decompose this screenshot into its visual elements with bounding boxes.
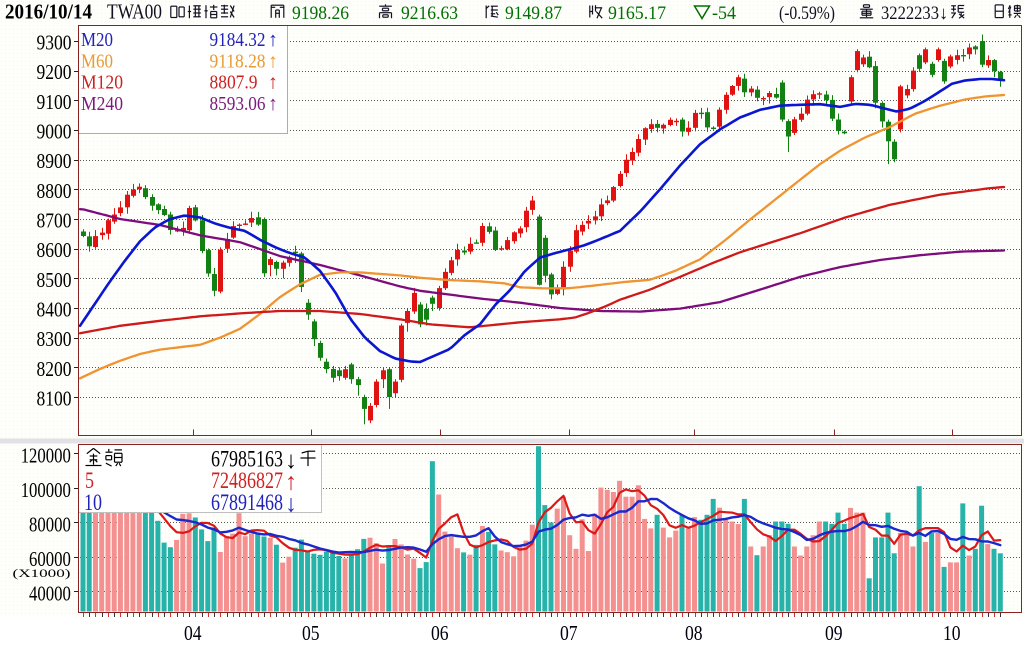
svg-text:↓: ↓ xyxy=(285,492,297,518)
svg-text:9165.17: 9165.17 xyxy=(608,4,666,24)
svg-text:9100: 9100 xyxy=(37,90,72,114)
svg-text:↑: ↑ xyxy=(268,93,278,115)
svg-text:9198.26: 9198.26 xyxy=(292,4,349,24)
svg-text:06: 06 xyxy=(431,621,449,645)
svg-text:72486827: 72486827 xyxy=(211,468,283,493)
svg-text:08: 08 xyxy=(685,621,703,645)
svg-text:9000: 9000 xyxy=(37,120,72,144)
svg-text:8807.9: 8807.9 xyxy=(210,72,258,94)
svg-text:M20: M20 xyxy=(81,29,113,51)
svg-text:05: 05 xyxy=(302,621,320,645)
svg-text:07: 07 xyxy=(560,621,578,645)
svg-text:9216.63: 9216.63 xyxy=(401,4,458,24)
svg-text:10: 10 xyxy=(84,490,102,515)
svg-text:100000: 100000 xyxy=(21,478,71,502)
svg-text:60000: 60000 xyxy=(29,547,71,571)
svg-text:↓: ↓ xyxy=(285,448,297,474)
svg-text:M60: M60 xyxy=(81,50,113,72)
svg-text:9149.87: 9149.87 xyxy=(505,4,562,24)
svg-text:M240: M240 xyxy=(81,93,123,115)
svg-text:2016/10/14: 2016/10/14 xyxy=(5,0,92,24)
svg-text:↓: ↓ xyxy=(939,4,948,24)
svg-text:8800: 8800 xyxy=(37,179,72,203)
svg-text:↑: ↑ xyxy=(268,29,278,51)
svg-text:TWA00: TWA00 xyxy=(107,0,162,24)
svg-text:04: 04 xyxy=(184,621,202,645)
svg-text:8900: 8900 xyxy=(37,149,72,173)
svg-text:8500: 8500 xyxy=(37,268,72,292)
svg-text:↑: ↑ xyxy=(268,50,278,72)
svg-text:↑: ↑ xyxy=(285,470,297,496)
svg-text:09: 09 xyxy=(825,621,843,645)
svg-text:8593.06: 8593.06 xyxy=(210,93,266,115)
svg-text:120000: 120000 xyxy=(21,443,71,467)
svg-text:8200: 8200 xyxy=(37,357,72,381)
svg-text:9200: 9200 xyxy=(37,60,72,84)
svg-text:8400: 8400 xyxy=(37,298,72,322)
svg-text:(X1000): (X1000) xyxy=(13,568,71,580)
svg-text:3222233: 3222233 xyxy=(881,4,939,24)
svg-text:8600: 8600 xyxy=(37,238,72,262)
svg-text:-54: -54 xyxy=(712,4,736,24)
svg-text:9300: 9300 xyxy=(37,31,72,55)
svg-text:8100: 8100 xyxy=(37,387,72,411)
svg-text:5: 5 xyxy=(85,468,94,493)
svg-text:80000: 80000 xyxy=(29,512,71,536)
svg-text:67891468: 67891468 xyxy=(211,490,283,515)
svg-text:9118.28: 9118.28 xyxy=(210,50,266,72)
svg-text:(-0.59%): (-0.59%) xyxy=(779,4,835,24)
svg-text:40000: 40000 xyxy=(29,581,71,605)
svg-text:8700: 8700 xyxy=(37,209,72,233)
svg-text:10: 10 xyxy=(943,621,961,645)
svg-text:8300: 8300 xyxy=(37,327,72,351)
svg-text:↑: ↑ xyxy=(268,72,278,94)
svg-text:67985163: 67985163 xyxy=(211,447,283,472)
svg-text:M120: M120 xyxy=(81,72,123,94)
svg-text:9184.32: 9184.32 xyxy=(210,29,266,51)
